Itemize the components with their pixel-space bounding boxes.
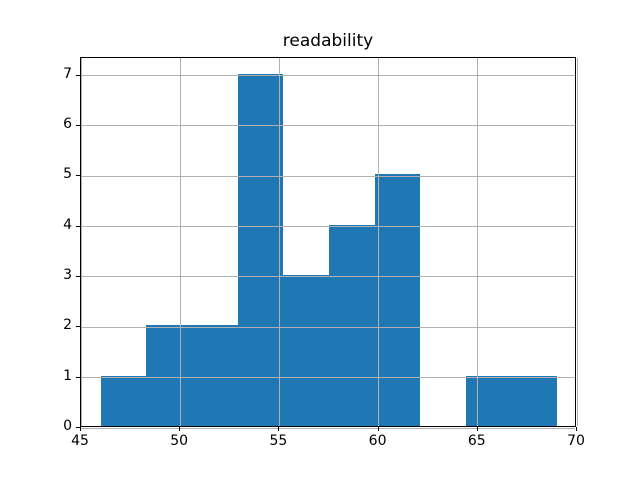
histogram-bar — [146, 325, 193, 426]
x-tick-label: 50 — [170, 433, 189, 449]
chart-title: readability — [282, 31, 374, 51]
y-tick-label: 1 — [63, 367, 72, 384]
grid-layer — [80, 58, 578, 429]
histogram-bar — [374, 174, 421, 426]
y-gridline — [81, 326, 575, 328]
x-tick — [278, 427, 280, 431]
histogram-bar — [329, 224, 375, 426]
x-tick — [476, 427, 478, 431]
y-tick — [76, 225, 80, 227]
x-tick-label: 55 — [269, 433, 288, 449]
y-gridline — [81, 427, 575, 429]
histogram-bar — [465, 375, 512, 426]
x-tick-label: 65 — [467, 433, 486, 449]
histogram-bar — [237, 73, 284, 426]
histogram-bar — [283, 274, 329, 426]
y-gridline — [81, 125, 575, 127]
histogram-bar — [100, 375, 147, 426]
y-tick — [76, 275, 80, 277]
y-gridline — [81, 226, 575, 228]
y-tick-label: 3 — [63, 266, 72, 283]
y-tick-label: 7 — [63, 65, 72, 82]
y-tick-label: 6 — [63, 115, 72, 132]
x-gridline — [477, 58, 479, 426]
y-gridline — [81, 377, 575, 379]
y-tick — [76, 376, 80, 378]
x-tick — [576, 427, 577, 431]
x-gridline — [278, 58, 280, 426]
y-tick-label: 0 — [63, 418, 72, 434]
x-tick — [179, 427, 181, 431]
y-tick-label: 4 — [63, 216, 72, 233]
x-gridline — [576, 58, 578, 426]
x-gridline — [179, 58, 181, 426]
y-tick — [76, 427, 80, 428]
y-tick — [76, 175, 80, 177]
histogram-bar — [511, 375, 558, 426]
y-gridline — [81, 175, 575, 177]
y-tick-label: 5 — [63, 166, 72, 183]
y-tick — [76, 74, 80, 76]
y-gridline — [81, 276, 575, 278]
y-tick-label: 2 — [63, 317, 72, 334]
y-gridline — [81, 75, 575, 77]
y-tick — [76, 124, 80, 126]
x-tick-label: 60 — [368, 433, 387, 449]
plot-area — [80, 57, 578, 429]
x-gridline — [378, 58, 380, 426]
x-gridline — [80, 58, 82, 426]
x-tick — [80, 427, 81, 431]
x-tick — [377, 427, 379, 431]
histogram-bar — [192, 325, 238, 426]
x-tick-label: 45 — [71, 433, 89, 449]
x-tick-label: 70 — [567, 433, 585, 449]
y-tick — [76, 326, 80, 328]
bars-layer — [81, 58, 575, 426]
